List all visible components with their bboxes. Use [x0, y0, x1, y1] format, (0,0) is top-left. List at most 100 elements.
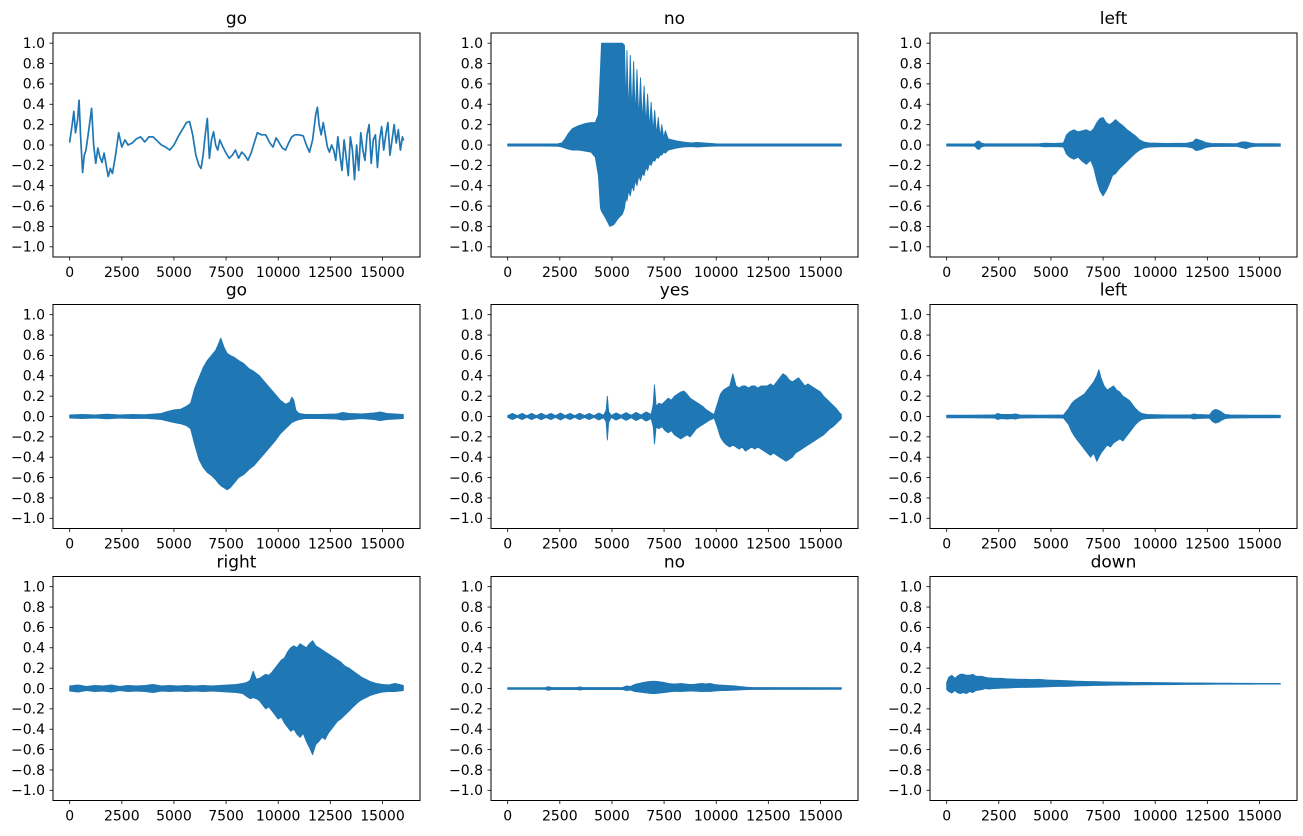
x-tick-label: 2500 — [542, 537, 578, 553]
y-tick-label: −0.8 — [449, 763, 483, 779]
x-tick-label: 12500 — [1185, 809, 1230, 825]
y-tick-label: 1.0 — [23, 36, 45, 52]
y-tick-label: 1.0 — [900, 36, 922, 52]
y-tick-label: −0.4 — [11, 722, 45, 738]
y-tick-label: −0.8 — [11, 491, 45, 507]
x-tick-label: 10000 — [256, 265, 301, 281]
x-tick-label: 12500 — [1185, 265, 1230, 281]
x-tick-label: 0 — [503, 809, 512, 825]
x-tick-label: 7500 — [1085, 537, 1121, 553]
y-tick-label: 0.8 — [461, 600, 483, 616]
x-tick-label: 5000 — [594, 265, 630, 281]
y-tick-label: −0.4 — [888, 450, 922, 466]
subplot-left-2: left 0 2500 5000 7500 10000 12500 15000 1.0 0.8 0.… — [888, 9, 1298, 281]
plot-border — [52, 32, 421, 258]
y-tick-label: 0.6 — [461, 620, 483, 636]
y-tick-label: −0.6 — [11, 742, 45, 758]
subplot-title: left — [1100, 9, 1128, 29]
y-tick-label: −0.6 — [11, 470, 45, 486]
plot-border — [490, 304, 859, 529]
y-tick-label: 1.0 — [461, 579, 483, 595]
y-tick-label: 0.0 — [23, 409, 45, 425]
y-tick-label: −0.4 — [888, 722, 922, 738]
y-tick-label: 1.0 — [461, 307, 483, 323]
y-tick-label: 0.6 — [23, 348, 45, 364]
subplot-right-6: right 0 2500 5000 7500 10000 12500 15000 1.0 0.8 0… — [11, 553, 421, 825]
y-tick-label: −0.6 — [11, 199, 45, 215]
x-tick-label: 7500 — [1085, 809, 1121, 825]
waveform-path — [507, 373, 842, 462]
x-tick-label: 2500 — [981, 265, 1017, 281]
x-tick-label: 10000 — [256, 809, 301, 825]
plot-border — [52, 304, 421, 529]
subplot-down-8: down 0 2500 5000 7500 10000 12500 15000 1.0 0.8 0.… — [888, 553, 1298, 825]
x-tick-label: 5000 — [594, 537, 630, 553]
y-tick-label: 0.0 — [23, 138, 45, 154]
y-tick-label: −0.8 — [11, 219, 45, 235]
plot-border — [490, 576, 859, 801]
subplot-left-5: left 0 2500 5000 7500 10000 12500 15000 1.0 0.8 0.… — [888, 281, 1298, 553]
y-tick-label: 0.2 — [900, 117, 922, 133]
y-tick-label: 0.6 — [900, 77, 922, 93]
y-tick-label: −1.0 — [11, 783, 45, 799]
y-tick-label: 0.2 — [23, 389, 45, 405]
x-tick-label: 0 — [65, 809, 74, 825]
y-tick-label: 0.2 — [900, 661, 922, 677]
y-tick-label: 1.0 — [900, 579, 922, 595]
waveform-path — [946, 673, 1281, 695]
y-tick-label: 1.0 — [900, 307, 922, 323]
y-tick-label: −1.0 — [888, 511, 922, 527]
x-tick-label: 2500 — [981, 537, 1017, 553]
y-tick-label: 0.0 — [461, 681, 483, 697]
y-tick-label: −0.2 — [11, 158, 45, 174]
x-tick-label: 12500 — [308, 265, 353, 281]
y-tick-label: 0.8 — [23, 56, 45, 72]
x-tick-label: 5000 — [156, 265, 192, 281]
subplot-title: down — [1091, 553, 1137, 573]
subplot-title: right — [217, 553, 257, 573]
y-tick-label: −0.4 — [11, 179, 45, 195]
x-tick-label: 10000 — [694, 537, 739, 553]
y-tick-label: 0.4 — [900, 641, 922, 657]
x-tick-label: 5000 — [1033, 537, 1069, 553]
y-tick-label: −0.2 — [888, 702, 922, 718]
y-tick-label: 0.0 — [900, 681, 922, 697]
subplot-no-7: no 0 2500 5000 7500 10000 12500 15000 1.0 0.8 0.6 0… — [449, 553, 859, 825]
x-tick-label: 5000 — [156, 537, 192, 553]
y-tick-label: −0.8 — [888, 763, 922, 779]
x-tick-label: 15000 — [360, 265, 405, 281]
y-tick-label: 1.0 — [23, 307, 45, 323]
x-tick-label: 12500 — [308, 537, 353, 553]
y-tick-label: −0.2 — [888, 158, 922, 174]
y-tick-label: −0.8 — [449, 219, 483, 235]
x-tick-label: 0 — [942, 809, 951, 825]
y-tick-label: −1.0 — [449, 240, 483, 256]
waveform-path — [69, 337, 404, 491]
x-tick-label: 15000 — [798, 809, 843, 825]
y-tick-label: 0.4 — [23, 641, 45, 657]
x-tick-label: 10000 — [694, 265, 739, 281]
y-tick-label: 1.0 — [461, 36, 483, 52]
y-tick-label: 0.6 — [23, 620, 45, 636]
plot-border — [52, 576, 421, 801]
x-tick-label: 15000 — [1237, 265, 1282, 281]
subplot-title: yes — [660, 281, 690, 301]
plot-border — [929, 32, 1298, 258]
x-tick-label: 0 — [503, 537, 512, 553]
subplot-go-3: go 0 2500 5000 7500 10000 12500 15000 1.0 0.8 0.6 0… — [11, 281, 421, 553]
y-tick-label: −0.2 — [888, 430, 922, 446]
y-tick-label: −0.4 — [449, 450, 483, 466]
y-tick-label: −0.2 — [449, 430, 483, 446]
waveform-path — [69, 640, 404, 756]
x-tick-label: 15000 — [360, 809, 405, 825]
plot-border — [490, 32, 859, 258]
y-tick-label: 1.0 — [23, 579, 45, 595]
x-tick-label: 12500 — [746, 265, 791, 281]
x-tick-label: 12500 — [308, 809, 353, 825]
y-tick-label: 0.2 — [23, 117, 45, 133]
y-tick-label: 0.8 — [900, 328, 922, 344]
y-tick-label: −0.6 — [449, 470, 483, 486]
y-tick-label: 0.4 — [23, 97, 45, 113]
x-tick-label: 10000 — [694, 809, 739, 825]
